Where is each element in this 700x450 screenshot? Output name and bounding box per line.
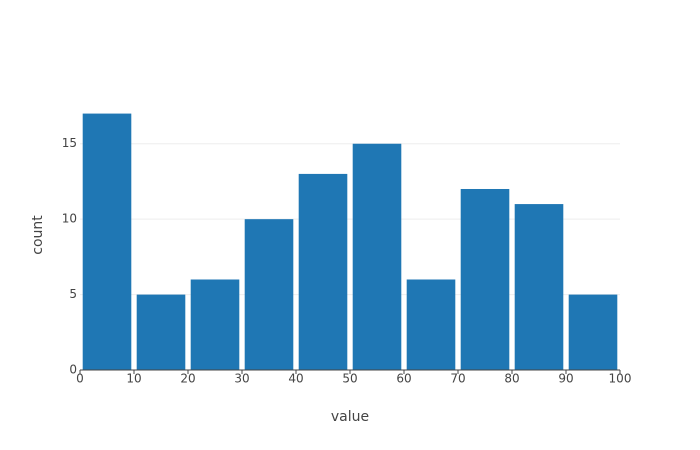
bar	[82, 113, 132, 371]
bar	[514, 204, 564, 370]
x-tick-label: 100	[609, 372, 632, 386]
bar	[352, 143, 402, 370]
bar	[460, 188, 510, 370]
x-tick-label: 90	[558, 372, 573, 386]
x-axis-title: value	[331, 409, 369, 425]
x-tick-label: 60	[396, 372, 411, 386]
y-tick-label: 15	[62, 136, 77, 150]
bar	[406, 279, 456, 370]
bar	[136, 294, 186, 370]
x-tick-label: 20	[180, 372, 195, 386]
bar	[244, 219, 294, 370]
y-tick-label: 10	[62, 212, 77, 226]
x-tick-label: 80	[504, 372, 519, 386]
bar	[568, 294, 618, 370]
y-tick-label: 0	[69, 363, 77, 377]
x-tick-label: 10	[126, 372, 141, 386]
bar	[190, 279, 240, 370]
x-tick-label: 30	[234, 372, 249, 386]
x-tick-label: 0	[76, 372, 84, 386]
bar	[298, 173, 348, 370]
x-tick-label: 70	[450, 372, 465, 386]
y-axis-title: count	[30, 215, 46, 255]
y-tick-label: 5	[69, 287, 77, 301]
x-tick-label: 40	[288, 372, 303, 386]
x-tick-label: 50	[342, 372, 357, 386]
